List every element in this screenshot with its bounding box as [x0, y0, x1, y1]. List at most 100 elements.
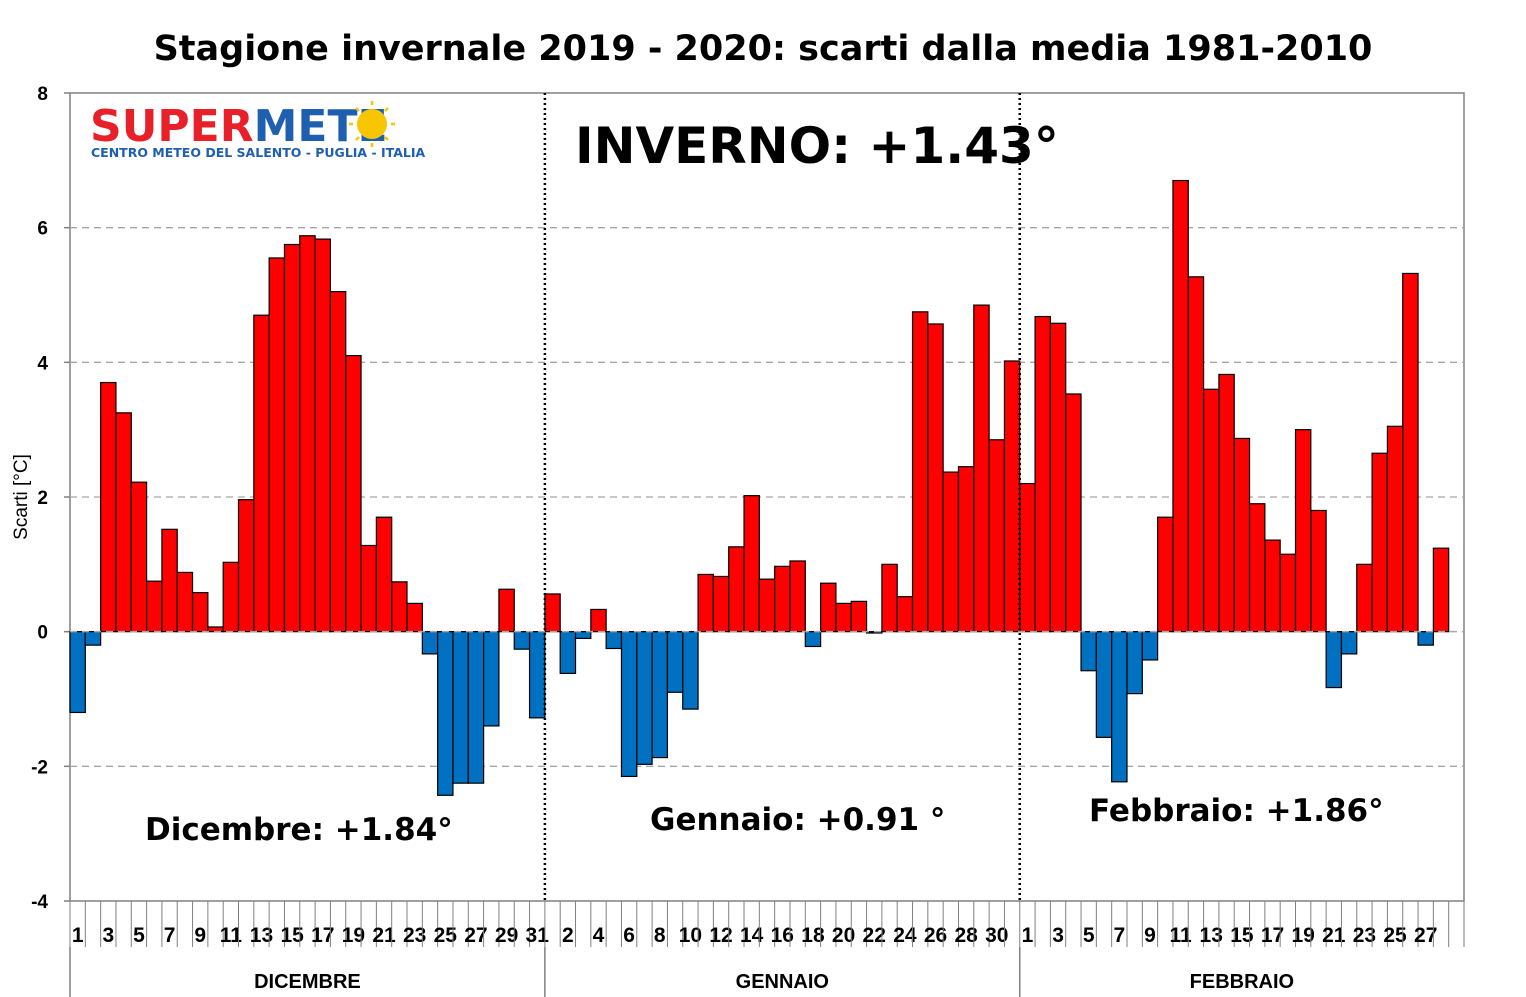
- bar-dicembre-11: [222, 561, 240, 633]
- x-tick-label: 4: [593, 924, 605, 947]
- bar-dicembre-15: [283, 243, 301, 633]
- bar-gennaio-29: [973, 304, 990, 633]
- bar-dicembre-24: [421, 631, 439, 655]
- x-tick-label: 29: [495, 924, 518, 947]
- month-label-dicembre: DICEMBRE: [254, 971, 361, 993]
- bar-dicembre-27: [467, 631, 485, 784]
- bar-dicembre-21: [375, 516, 393, 633]
- bar-dicembre-2: [84, 631, 102, 646]
- sun-icon: [349, 101, 395, 147]
- bar-febbraio-23: [1356, 563, 1373, 633]
- bar-dicembre-23: [406, 602, 423, 633]
- month-label-febbraio: FEBBRAIO: [1190, 971, 1294, 993]
- bar-gennaio-30: [988, 439, 1006, 633]
- y-tick-label: 8: [37, 84, 48, 105]
- bar-gennaio-31: [1003, 360, 1021, 633]
- season-annotation: INVERNO: +1.43°: [575, 117, 1059, 175]
- x-tick-label: 21: [372, 924, 396, 947]
- x-tick-label: 9: [194, 924, 206, 947]
- bar-febbraio-21: [1325, 631, 1343, 689]
- bar-dicembre-22: [391, 581, 408, 633]
- bar-febbraio-5: [1080, 631, 1097, 672]
- y-axis-ticks: -4 -2 0 2 4 6 8: [31, 84, 70, 913]
- x-tick-label: 28: [954, 924, 978, 947]
- bar-gennaio-3: [574, 631, 592, 640]
- bar-gennaio-4: [590, 608, 607, 633]
- month-annotations: Dicembre: +1.84° Gennaio: +0.91 ° Febbraio…: [145, 793, 1384, 848]
- annotation-gennaio: Gennaio: +0.91 °: [650, 802, 945, 838]
- annotation-febbraio: Febbraio: +1.86°: [1089, 793, 1384, 829]
- bar-dicembre-8: [176, 571, 194, 633]
- bar-dicembre-9: [191, 592, 209, 633]
- chart-title: Stagione invernale 2019 - 2020: scarti d…: [154, 29, 1373, 69]
- x-tick-label: 16: [771, 924, 794, 947]
- bar-febbraio-24: [1371, 452, 1389, 633]
- x-tick-label: 23: [1353, 924, 1376, 947]
- x-tick-label: 27: [464, 924, 487, 947]
- bar-dicembre-1: [69, 631, 86, 714]
- x-tick-label: 7: [1113, 924, 1125, 947]
- x-tick-label: 17: [311, 924, 334, 947]
- bar-gennaio-13: [728, 546, 745, 633]
- bar-febbraio-19: [1294, 429, 1312, 633]
- x-tick-label: 31: [526, 924, 550, 947]
- bar-gennaio-17: [789, 560, 806, 633]
- bar-febbraio-3: [1049, 322, 1067, 633]
- x-tick-label: 13: [250, 924, 273, 947]
- x-axis-ticks: 1 3 5 7 9 11 13 15 17 19 21 23 25 27 29 31 2 4 6 8 10 12 14 16 1…: [69, 901, 1465, 947]
- x-tick-label: 5: [133, 924, 145, 947]
- bar-dicembre-3: [100, 381, 117, 633]
- bar-febbraio-1: [1019, 482, 1036, 633]
- x-tick-label: 3: [1052, 924, 1064, 947]
- bar-febbraio-22: [1340, 631, 1358, 655]
- y-tick-label: -2: [31, 757, 48, 778]
- bar-gennaio-8: [651, 631, 669, 759]
- bar-febbraio-8: [1126, 631, 1143, 695]
- y-tick-label: 2: [37, 488, 48, 509]
- bar-gennaio-7: [636, 631, 653, 765]
- bar-febbraio-28: [1432, 547, 1450, 633]
- x-tick-label: 12: [709, 924, 732, 947]
- x-tick-label: 8: [654, 924, 666, 947]
- x-tick-label: 22: [863, 924, 886, 947]
- bar-dicembre-19: [345, 355, 362, 633]
- bar-dicembre-6: [145, 580, 163, 633]
- bar-dicembre-25: [437, 631, 454, 796]
- bar-dicembre-4: [115, 412, 132, 633]
- bar-dicembre-16: [299, 235, 316, 633]
- x-tick-label: 10: [679, 924, 702, 947]
- x-tick-label: 20: [832, 924, 855, 947]
- bar-febbraio-17: [1264, 539, 1281, 633]
- bar-gennaio-11: [697, 573, 714, 633]
- x-tick-label: 30: [985, 924, 1008, 947]
- x-tick-label: 1: [72, 924, 84, 947]
- bar-gennaio-14: [743, 495, 760, 633]
- bar-febbraio-12: [1187, 276, 1205, 633]
- bar-gennaio-23: [881, 563, 898, 633]
- bar-febbraio-13: [1202, 388, 1220, 633]
- x-tick-label: 21: [1322, 924, 1346, 947]
- bar-febbraio-10: [1157, 516, 1174, 633]
- bar-febbraio-2: [1034, 315, 1051, 633]
- month-label-gennaio: GENNAIO: [736, 971, 829, 993]
- x-tick-label: 2: [562, 924, 574, 947]
- bar-dicembre-14: [268, 257, 286, 633]
- x-tick-label: 14: [740, 924, 764, 947]
- y-tick-label: -4: [31, 892, 48, 913]
- bar-febbraio-26: [1402, 272, 1419, 633]
- x-tick-label: 27: [1414, 924, 1437, 947]
- bar-gennaio-20: [835, 602, 852, 633]
- bar-gennaio-16: [774, 565, 791, 633]
- x-tick-label: 1: [1022, 924, 1034, 947]
- bar-dicembre-29: [498, 588, 515, 633]
- bar-febbraio-15: [1233, 437, 1251, 633]
- bar-gennaio-15: [758, 578, 776, 633]
- x-tick-label: 19: [342, 924, 365, 947]
- bar-gennaio-18: [804, 631, 822, 648]
- bar-gennaio-6: [620, 631, 638, 778]
- x-tick-label: 17: [1261, 924, 1284, 947]
- bar-dicembre-28: [483, 631, 500, 727]
- x-tick-label: 24: [893, 924, 917, 947]
- x-tick-label: 19: [1291, 924, 1314, 947]
